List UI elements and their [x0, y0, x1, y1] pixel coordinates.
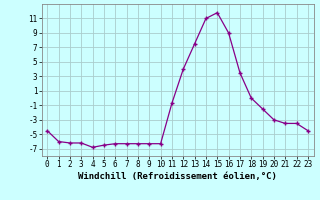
X-axis label: Windchill (Refroidissement éolien,°C): Windchill (Refroidissement éolien,°C)	[78, 172, 277, 181]
